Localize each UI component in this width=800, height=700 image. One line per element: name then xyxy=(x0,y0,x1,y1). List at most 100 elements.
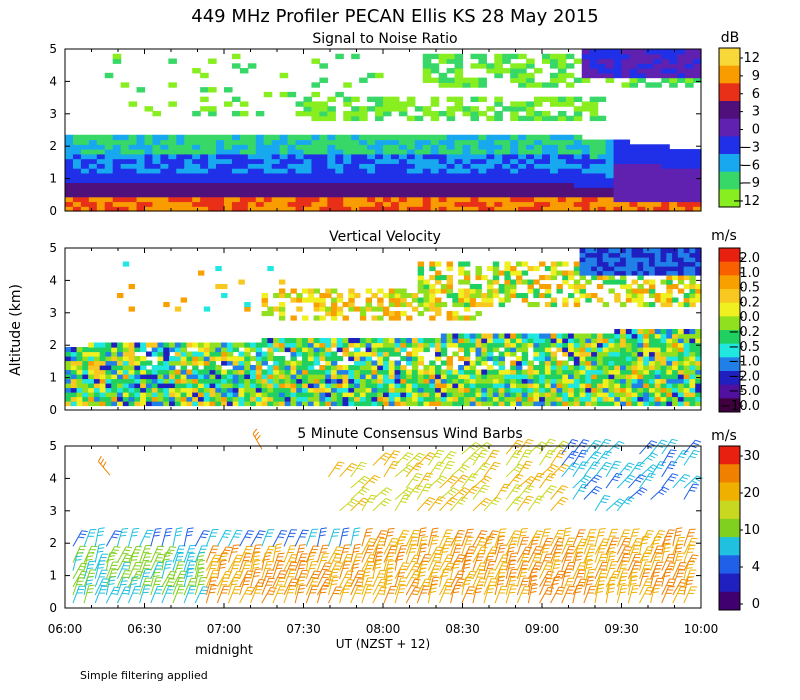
velocity-cell xyxy=(643,387,650,393)
snr-cell xyxy=(549,82,559,88)
velocity-cell xyxy=(544,284,552,290)
velocity-cell xyxy=(440,392,448,398)
snr-cell xyxy=(255,144,265,150)
velocity-cell xyxy=(515,347,523,353)
snr-cell xyxy=(383,177,392,184)
snr-cell xyxy=(422,106,432,112)
velocity-cell xyxy=(608,257,615,263)
wind-barb xyxy=(228,544,240,563)
snr-cell xyxy=(422,110,432,117)
snr-cell xyxy=(406,153,416,160)
velocity-cell xyxy=(620,383,627,389)
snr-cell xyxy=(677,182,686,188)
wind-barb xyxy=(128,561,142,580)
snr-cell xyxy=(565,158,575,164)
velocity-cell xyxy=(296,392,303,398)
velocity-cell xyxy=(637,248,644,254)
snr-cell xyxy=(359,139,368,145)
velocity-cell xyxy=(550,333,558,339)
snr-cell xyxy=(446,115,456,122)
wind-barb xyxy=(328,576,339,596)
velocity-cell xyxy=(625,270,633,276)
snr-cell xyxy=(518,201,527,207)
wind-barb xyxy=(450,496,468,512)
snr-cell xyxy=(351,144,360,150)
velocity-cell xyxy=(620,266,627,272)
wind-barb xyxy=(316,584,329,604)
velocity-cell xyxy=(689,288,696,294)
snr-cell xyxy=(549,158,559,164)
velocity-cell xyxy=(463,306,471,312)
velocity-cell xyxy=(469,387,477,393)
snr-cell xyxy=(375,172,384,179)
velocity-cell xyxy=(643,392,650,398)
velocity-cell xyxy=(348,369,355,375)
snr-cell xyxy=(271,139,281,145)
wind-barb xyxy=(661,578,676,596)
snr-cell xyxy=(502,53,511,60)
colorbar-label: −12 xyxy=(733,194,760,209)
snr-cell xyxy=(581,139,591,145)
velocity-cell xyxy=(596,360,604,366)
wind-barb xyxy=(661,562,676,580)
wind-barb xyxy=(161,546,177,563)
snr-cell xyxy=(510,206,519,212)
colorbar-swatch xyxy=(719,464,740,483)
velocity-cell xyxy=(70,383,78,389)
velocity-cell xyxy=(348,288,355,294)
velocity-cell xyxy=(527,401,534,407)
snr-cell xyxy=(359,106,368,112)
snr-cell xyxy=(534,168,543,174)
snr-cell xyxy=(104,196,114,203)
velocity-cell xyxy=(82,387,89,393)
wind-barb xyxy=(472,497,492,512)
velocity-cell xyxy=(677,342,685,348)
snr-cell xyxy=(65,191,74,198)
velocity-cell xyxy=(157,365,164,371)
snr-cell xyxy=(104,191,114,198)
snr-cell xyxy=(454,106,464,112)
velocity-cell xyxy=(515,275,523,281)
snr-cell xyxy=(287,172,297,179)
velocity-cell xyxy=(377,356,384,362)
velocity-cell xyxy=(510,365,517,371)
snr-cell xyxy=(184,206,193,212)
snr-cell xyxy=(96,172,106,179)
snr-cell xyxy=(414,196,424,203)
wind-barb xyxy=(661,543,672,563)
snr-cell xyxy=(693,58,702,64)
velocity-cell xyxy=(689,374,696,380)
snr-cell xyxy=(557,96,567,103)
velocity-cell xyxy=(411,306,419,312)
snr-cell xyxy=(351,115,360,122)
x-tick-label: 07:00 xyxy=(207,622,242,636)
velocity-cell xyxy=(446,311,453,317)
colorbar-swatch xyxy=(719,48,740,67)
velocity-cell xyxy=(620,365,627,371)
wind-barb xyxy=(583,536,596,555)
snr-cell xyxy=(231,144,241,150)
velocity-cell xyxy=(643,279,650,285)
velocity-cell xyxy=(417,284,425,290)
velocity-cell xyxy=(145,374,153,380)
snr-cell xyxy=(279,187,289,193)
velocity-plot-area xyxy=(65,248,702,407)
velocity-cell xyxy=(672,248,679,254)
velocity-cell xyxy=(533,374,540,380)
snr-cell xyxy=(478,163,487,169)
snr-cell xyxy=(637,58,646,64)
velocity-cell xyxy=(365,401,373,407)
wind-barb xyxy=(216,529,232,547)
snr-cell xyxy=(414,158,424,164)
snr-cell xyxy=(279,182,289,188)
snr-cell xyxy=(335,134,344,141)
snr-cell xyxy=(581,72,591,79)
snr-cell xyxy=(96,139,106,145)
wind-barb xyxy=(305,585,319,604)
velocity-cell xyxy=(614,293,621,299)
velocity-cell xyxy=(510,360,517,366)
snr-cell xyxy=(589,101,599,107)
snr-cell xyxy=(502,187,511,193)
velocity-cell xyxy=(371,387,378,393)
